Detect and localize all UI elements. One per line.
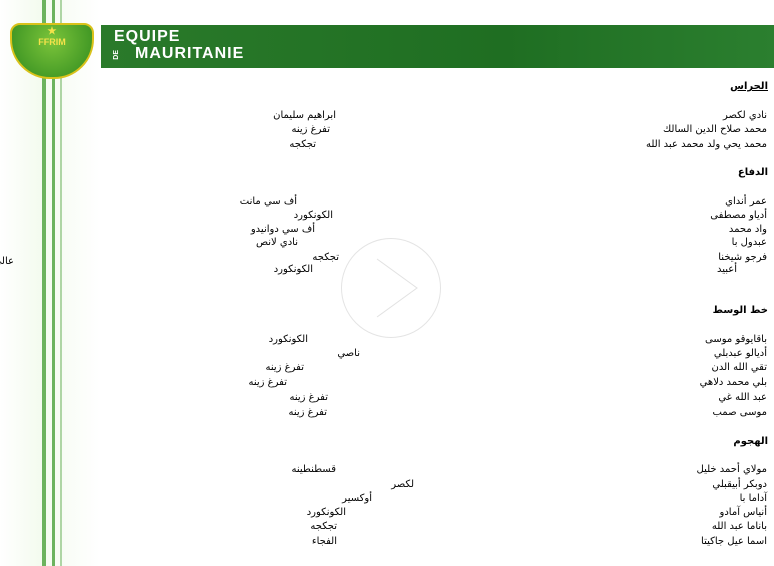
- player-club: الكونكورد: [293, 210, 333, 221]
- player-club: قسطنطينه: [291, 464, 336, 475]
- player-club: لكصر: [391, 479, 414, 490]
- play-button[interactable]: [341, 238, 441, 338]
- player-name: مولاي أحمد خليل: [696, 464, 767, 475]
- player-name: اسما عيل جاكيتا: [701, 536, 767, 547]
- banner-de: DE: [113, 50, 120, 60]
- player-name: عمر أنداي: [725, 196, 767, 207]
- player-name: عبدول با: [731, 237, 767, 248]
- player-name: أدياو مصطفى: [710, 210, 767, 221]
- player-club: تجكجه: [289, 139, 316, 150]
- banner-line2: MAURITANIE: [135, 45, 245, 62]
- player-club: تجكجه: [312, 252, 339, 263]
- player-name: باقايوقو موسى: [705, 334, 767, 345]
- section-heading: الهجوم: [733, 436, 768, 447]
- player-club: تفرغ زينه: [265, 362, 305, 373]
- player-name: محمد صلاح الدين السالك: [662, 124, 767, 135]
- player-name: تقي الله الدن: [711, 362, 767, 373]
- player-club: الكونكورد: [306, 507, 346, 518]
- player-name: أديالو عبدبلي: [713, 348, 767, 359]
- player-club: الفجاء: [311, 536, 337, 547]
- overflow-text: عالي: [0, 256, 14, 267]
- player-club: ابراهيم سليمان: [273, 110, 336, 121]
- play-icon: [376, 258, 418, 318]
- player-club: تفرغ زينه: [248, 377, 288, 388]
- player-name: أنياس آمادو: [719, 507, 767, 518]
- player-name: دوبكر أبيقبلي: [712, 479, 767, 490]
- section-heading: خط الوسط: [712, 305, 768, 316]
- player-name: موسى صمب: [712, 407, 767, 418]
- player-club: تفرغ زينه: [289, 392, 329, 403]
- player-club: نادي لانص: [255, 237, 298, 248]
- player-club: الكونكورد: [273, 264, 313, 275]
- player-club: ناصي: [337, 348, 360, 359]
- player-name: آداما با: [739, 493, 767, 504]
- banner-line1: EQUIPE: [114, 28, 181, 45]
- player-club: أف سي مانت: [239, 196, 297, 207]
- player-name: محمد يحي ولد محمد عبد الله: [645, 139, 767, 150]
- player-club: أوكسير: [342, 493, 372, 504]
- player-club: أف سي دوانيدو: [250, 224, 315, 235]
- player-name: واد محمد: [728, 224, 767, 235]
- player-name: فرجو شيخنا: [718, 252, 767, 263]
- player-name: باناما عبد الله: [711, 521, 767, 532]
- player-club: تفرغ زينه: [291, 124, 331, 135]
- sidebar-decoration: ★ FFRIM: [0, 0, 100, 566]
- section-heading: الدفاع: [737, 167, 768, 178]
- ffrim-logo: ★ FFRIM: [10, 23, 94, 79]
- player-club: الكونكورد: [268, 334, 308, 345]
- player-name: نادي لكصر: [722, 110, 767, 121]
- player-name: عبد الله غي: [718, 392, 767, 403]
- player-club: تجكجه: [310, 521, 337, 532]
- title-banner: EQUIPE DE MAURITANIE: [101, 25, 774, 68]
- player-name: بلي محمد دلاهي: [699, 377, 767, 388]
- player-name: أعبيد: [716, 264, 737, 275]
- section-heading: الحراس: [730, 81, 768, 92]
- player-club: تفرغ زينه: [288, 407, 328, 418]
